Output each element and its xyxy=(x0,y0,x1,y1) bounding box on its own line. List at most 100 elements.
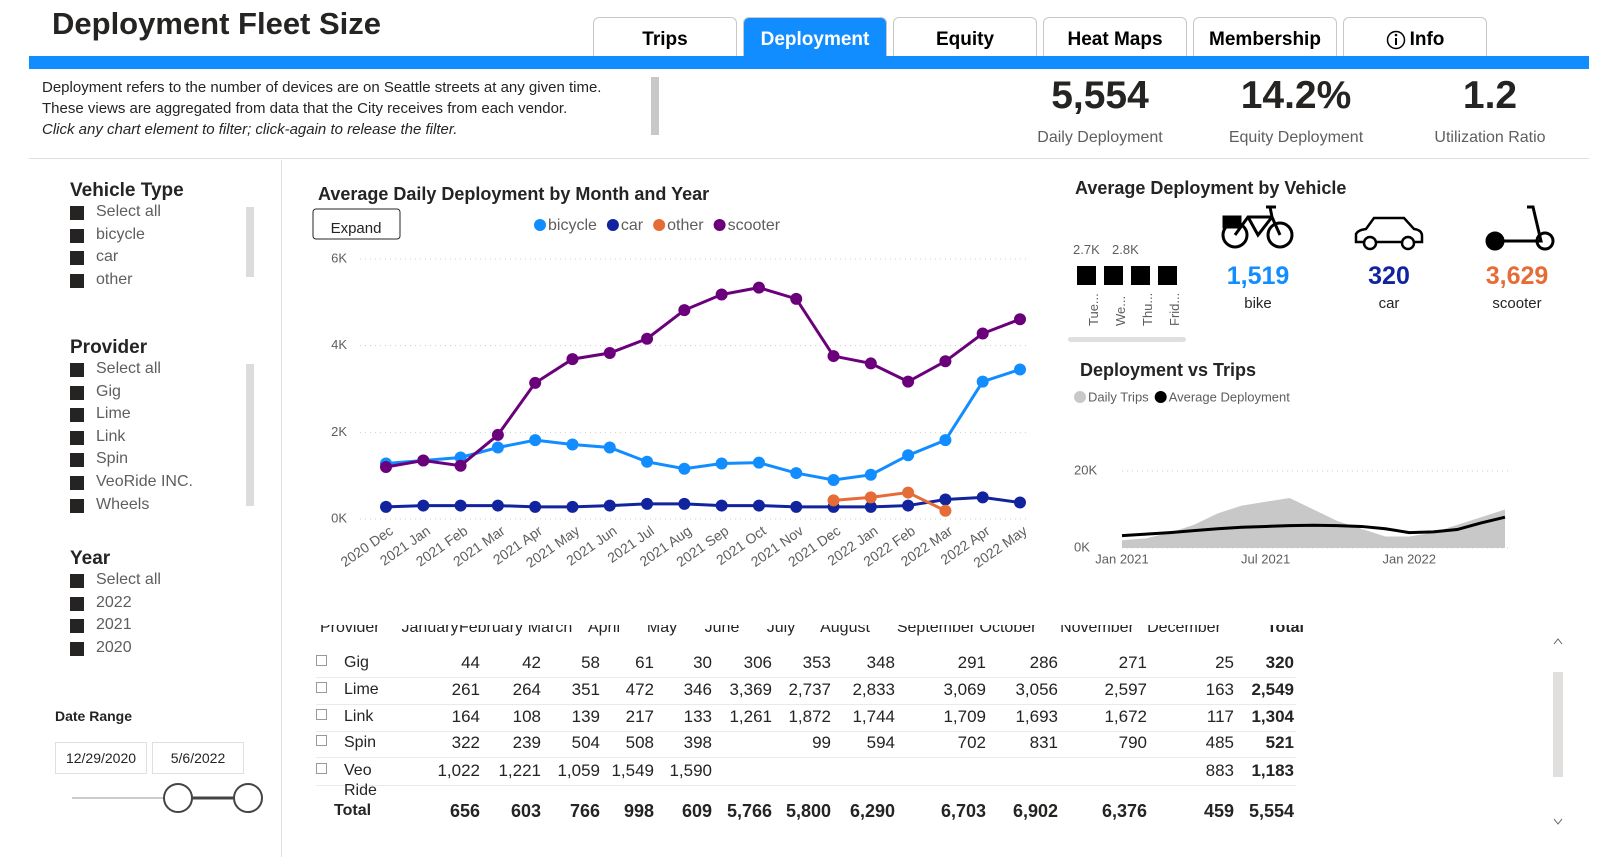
data-point[interactable] xyxy=(715,457,728,470)
data-point[interactable] xyxy=(491,499,504,512)
checkbox[interactable] xyxy=(70,273,84,288)
data-point[interactable] xyxy=(641,332,654,345)
data-point[interactable] xyxy=(380,461,392,473)
checkbox[interactable] xyxy=(70,363,84,377)
checkbox[interactable] xyxy=(70,251,84,266)
data-point[interactable] xyxy=(678,497,691,510)
data-point[interactable] xyxy=(454,499,467,512)
filter-option[interactable]: car xyxy=(96,248,119,266)
data-point[interactable] xyxy=(939,493,952,506)
tab[interactable]: Deployment xyxy=(743,17,887,56)
filter-option[interactable]: 2022 xyxy=(96,593,132,611)
data-point[interactable] xyxy=(454,459,467,472)
data-point[interactable] xyxy=(976,375,989,388)
data-point[interactable] xyxy=(454,451,467,464)
data-point[interactable] xyxy=(603,347,616,360)
data-point[interactable] xyxy=(827,350,840,363)
data-point[interactable] xyxy=(827,494,840,507)
checkbox[interactable] xyxy=(70,619,84,634)
data-point[interactable] xyxy=(902,375,915,388)
filter-option[interactable]: Select all xyxy=(96,571,161,588)
data-point[interactable] xyxy=(864,468,877,481)
checkbox[interactable] xyxy=(70,228,84,243)
data-point[interactable] xyxy=(1014,363,1026,376)
tab[interactable]: Heat Maps xyxy=(1043,17,1187,56)
data-point[interactable] xyxy=(752,456,765,469)
filter-option[interactable]: 2021 xyxy=(96,616,132,634)
expand-icon[interactable] xyxy=(316,735,327,746)
data-point[interactable] xyxy=(417,454,430,467)
filter-option[interactable]: Gig xyxy=(96,382,121,400)
filter-option[interactable]: Spin xyxy=(96,450,129,468)
data-point[interactable] xyxy=(715,288,728,301)
filter-option[interactable]: Select all xyxy=(96,360,161,377)
data-point[interactable] xyxy=(491,441,504,454)
tab[interactable]: Equity xyxy=(893,17,1037,56)
data-point[interactable] xyxy=(902,486,915,499)
checkbox[interactable] xyxy=(70,385,84,400)
data-point[interactable] xyxy=(641,455,654,468)
data-point[interactable] xyxy=(902,449,915,462)
filter-option[interactable]: 2020 xyxy=(96,638,132,656)
checkbox[interactable] xyxy=(70,430,84,445)
expand-icon[interactable] xyxy=(316,682,327,693)
data-point[interactable] xyxy=(678,304,691,317)
data-point[interactable] xyxy=(864,500,877,513)
checkbox[interactable] xyxy=(70,206,84,220)
filter-option[interactable]: bicycle xyxy=(96,225,145,243)
filter-option[interactable]: Wheels xyxy=(96,495,150,513)
data-point[interactable] xyxy=(603,499,616,512)
data-point[interactable] xyxy=(790,467,803,480)
data-point[interactable] xyxy=(939,504,952,517)
data-point[interactable] xyxy=(939,434,952,447)
data-point[interactable] xyxy=(752,499,765,512)
date-slider[interactable] xyxy=(60,780,270,816)
data-point[interactable] xyxy=(1014,496,1026,509)
data-point[interactable] xyxy=(864,491,877,504)
checkbox[interactable] xyxy=(70,408,84,423)
filter-option[interactable]: Link xyxy=(96,427,126,445)
mini-bar[interactable] xyxy=(1158,266,1177,285)
mini-bar[interactable] xyxy=(1077,266,1096,285)
data-point[interactable] xyxy=(864,357,877,370)
checkbox[interactable] xyxy=(70,498,84,513)
data-point[interactable] xyxy=(715,499,728,512)
data-point[interactable] xyxy=(790,292,803,305)
expand-icon[interactable] xyxy=(316,763,327,774)
data-point[interactable] xyxy=(976,327,989,340)
filter-option[interactable]: VeoRide INC. xyxy=(96,473,193,490)
data-point[interactable] xyxy=(939,355,952,368)
data-point[interactable] xyxy=(641,497,654,510)
checkbox[interactable] xyxy=(70,596,84,611)
tab[interactable]: Info xyxy=(1343,17,1487,56)
data-point[interactable] xyxy=(790,500,803,513)
data-point[interactable] xyxy=(827,474,840,486)
filter-option[interactable]: Lime xyxy=(96,405,131,423)
data-point[interactable] xyxy=(566,500,579,513)
table-scrollbar[interactable] xyxy=(1551,632,1565,832)
data-point[interactable] xyxy=(491,428,504,441)
data-point[interactable] xyxy=(678,462,691,475)
data-point[interactable] xyxy=(902,499,915,512)
data-point[interactable] xyxy=(529,500,542,513)
data-point[interactable] xyxy=(566,438,579,451)
mini-bar[interactable] xyxy=(1104,266,1123,285)
filter-option[interactable]: other xyxy=(96,270,133,288)
checkbox[interactable] xyxy=(70,574,84,588)
date-start[interactable]: 12/29/2020 xyxy=(55,742,147,774)
data-point[interactable] xyxy=(529,434,542,447)
expand-icon[interactable] xyxy=(316,709,327,720)
checkbox[interactable] xyxy=(70,476,84,490)
filter-option[interactable]: Select all xyxy=(96,203,161,220)
data-point[interactable] xyxy=(603,441,616,454)
data-point[interactable] xyxy=(529,376,542,389)
checkbox[interactable] xyxy=(70,453,84,468)
checkbox[interactable] xyxy=(70,641,84,656)
tab[interactable]: Trips xyxy=(593,17,737,56)
expand-button[interactable] xyxy=(312,208,401,240)
date-end[interactable]: 5/6/2022 xyxy=(152,742,244,774)
expand-icon[interactable] xyxy=(316,655,327,666)
data-point[interactable] xyxy=(752,281,765,294)
data-point[interactable] xyxy=(1014,313,1026,326)
data-point[interactable] xyxy=(976,491,989,504)
